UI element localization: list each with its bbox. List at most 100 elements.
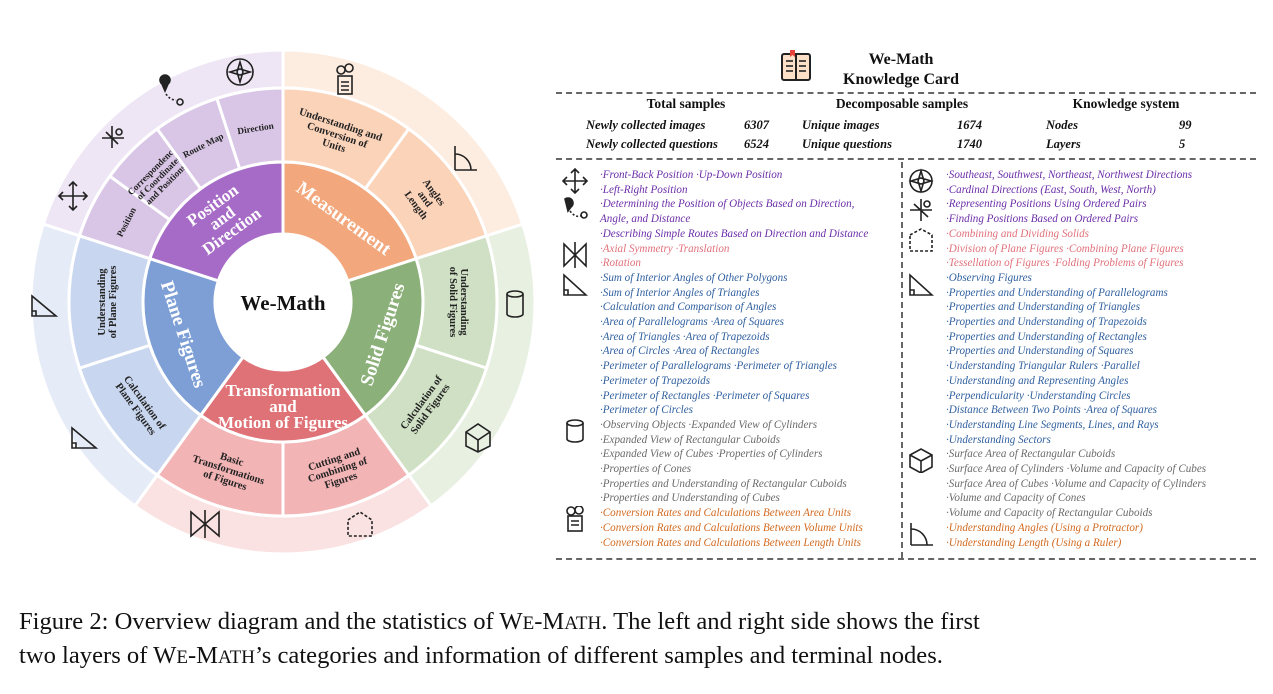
knowledge-card: We-Math Knowledge Card Total samples New… bbox=[556, 38, 1256, 568]
card-header: We-Math Knowledge Card bbox=[556, 44, 1256, 90]
total-samples-block: Total samples Newly collected images 6307… bbox=[586, 96, 786, 154]
node-group: ·Southeast, Southwest, Northeast, Northw… bbox=[908, 168, 1206, 197]
triangle-ruler-icon bbox=[909, 273, 934, 296]
stat-value: 1740 bbox=[957, 137, 982, 151]
node-item: Angle, and Distance bbox=[600, 213, 691, 226]
terminal-nodes-right: ·Southeast, Southwest, Northeast, Northw… bbox=[908, 168, 1207, 550]
stat-label: Newly collected images bbox=[586, 118, 706, 132]
node-group: ·Surface Area of Rectangular Cuboids ·Sur… bbox=[909, 447, 1207, 521]
compass-icon bbox=[226, 58, 254, 86]
stat-value: 6524 bbox=[744, 137, 769, 151]
four-arrows-icon bbox=[562, 168, 588, 194]
decomposable-samples-block: Decomposable samples Unique images 1674 U… bbox=[802, 96, 1002, 154]
node-item: ·Division of Plane Figures ·Combining Pl… bbox=[946, 242, 1184, 255]
node-item: ·Sum of Interior Angles of Other Polygon… bbox=[600, 271, 788, 284]
node-item: ·Area of Parallelograms ·Area of Squares bbox=[600, 316, 784, 329]
node-item: ·Calculation and Comparison of Angles bbox=[600, 301, 777, 314]
node-group: ·Axial Symmetry ·Translation ·Rotation bbox=[563, 241, 868, 271]
coordinate-icon bbox=[910, 199, 932, 222]
node-item: ·Axial Symmetry ·Translation bbox=[600, 242, 730, 255]
node-item: ·Properties and Understanding of Trapezo… bbox=[946, 316, 1147, 329]
subcategory-label: Understandingof Plane Figures bbox=[97, 266, 119, 339]
node-item: ·Properties of Cones bbox=[600, 463, 692, 476]
node-group: ·Determining the Position of Objects Bas… bbox=[564, 197, 868, 241]
stat-value: 6307 bbox=[744, 118, 769, 132]
node-item: ·Area of Circles ·Area of Rectangles bbox=[600, 345, 760, 358]
category-label: Transformation and Motion of Figures bbox=[218, 381, 348, 432]
node-item: ·Perimeter of Parallelograms ·Perimeter … bbox=[600, 360, 837, 373]
stat-value: 1674 bbox=[957, 118, 982, 132]
stat-row: Nodes 99 bbox=[1046, 116, 1206, 135]
book-icon bbox=[781, 50, 811, 81]
center-label: We-Math bbox=[240, 291, 325, 315]
node-item: ·Perimeter of Trapezoids bbox=[600, 374, 711, 387]
stat-value: 99 bbox=[1179, 118, 1192, 132]
terminal-nodes-left: ·Front-Back Position ·Up-Down Position ·L… bbox=[562, 168, 868, 550]
node-item: ·Perimeter of Rectangles ·Perimeter of S… bbox=[600, 389, 810, 402]
node-item: ·Volume and Capacity of Cones bbox=[946, 492, 1086, 505]
node-group: ·Combining and Dividing Solids ·Division … bbox=[909, 227, 1206, 271]
node-item: ·Left-Right Position bbox=[600, 183, 688, 196]
knowledge-system-block: Knowledge system Nodes 99 Layers 5 bbox=[1046, 96, 1206, 154]
route-pin-icon bbox=[564, 197, 588, 220]
node-item: ·Representing Positions Using Ordered Pa… bbox=[946, 198, 1147, 211]
triangle-ruler-icon bbox=[563, 273, 588, 296]
node-item: ·Understanding Length (Using a Ruler) bbox=[946, 536, 1122, 549]
symmetry-icon bbox=[190, 510, 220, 538]
node-item: ·Cardinal Directions (East, South, West,… bbox=[946, 183, 1156, 196]
node-item: ·Distance Between Two Points ·Area of Sq… bbox=[946, 404, 1157, 417]
coordinate-icon bbox=[102, 126, 124, 148]
node-item: ·Properties and Understanding of Rectang… bbox=[600, 477, 847, 490]
four-arrows-icon bbox=[57, 180, 89, 212]
stat-row: Newly collected questions 6524 bbox=[586, 135, 786, 154]
decomposable-samples-header: Decomposable samples bbox=[835, 96, 969, 111]
stat-row: Newly collected images 6307 bbox=[586, 116, 786, 135]
node-group: ·Front-Back Position ·Up-Down Position ·L… bbox=[562, 168, 868, 197]
node-group: ·Observing Figures ·Properties and Unders… bbox=[909, 271, 1206, 447]
divider-vertical bbox=[901, 162, 903, 558]
stat-label: Unique images bbox=[802, 118, 880, 132]
divider-bottom bbox=[556, 558, 1256, 560]
node-item: ·Rotation bbox=[600, 257, 641, 270]
node-group: ·Sum of Interior Angles of Other Polygon… bbox=[563, 271, 868, 418]
total-samples-header: Total samples bbox=[646, 96, 726, 111]
calculator-icon bbox=[566, 506, 584, 532]
cuboid-icon bbox=[465, 423, 491, 453]
stat-row: Unique questions 1740 bbox=[802, 135, 1002, 154]
route-pin-icon bbox=[159, 74, 184, 106]
node-item: ·Perimeter of Circles bbox=[600, 404, 693, 417]
node-item: ·Expanded View of Rectangular Cuboids bbox=[600, 433, 781, 446]
divider-middle bbox=[556, 158, 1256, 160]
symmetry-icon bbox=[563, 241, 587, 268]
cylinder-icon bbox=[566, 419, 584, 443]
node-item: ·Observing Objects ·Expanded View of Cyl… bbox=[600, 418, 818, 431]
node-item: ·Surface Area of Cylinders ·Volume and C… bbox=[946, 463, 1207, 476]
node-item: ·Area of Triangles ·Area of Trapezoids bbox=[600, 330, 770, 343]
node-item: ·Combining and Dividing Solids bbox=[946, 227, 1089, 240]
calculator-icon bbox=[336, 63, 354, 95]
node-group: ·Representing Positions Using Ordered Pa… bbox=[910, 197, 1206, 226]
node-item: ·Expanded View of Cubes ·Properties of C… bbox=[600, 448, 823, 461]
node-item: ·Conversion Rates and Calculations Betwe… bbox=[600, 507, 852, 520]
card-title: We-Math Knowledge Card bbox=[816, 50, 986, 90]
divider-top bbox=[556, 92, 1256, 94]
stat-label: Nodes bbox=[1046, 118, 1078, 132]
cut-shape-icon bbox=[909, 227, 933, 252]
node-item: ·Properties and Understanding of Rectang… bbox=[946, 330, 1147, 343]
stat-label: Newly collected questions bbox=[586, 137, 718, 151]
node-item: ·Determining the Position of Objects Bas… bbox=[600, 198, 855, 211]
cut-shape-icon bbox=[347, 511, 373, 537]
card-title-line2: Knowledge Card bbox=[843, 71, 959, 88]
triangle-ruler-icon bbox=[71, 426, 99, 449]
stat-row: Unique images 1674 bbox=[802, 116, 1002, 135]
node-item: ·Understanding Triangular Rulers ·Parall… bbox=[946, 360, 1140, 373]
node-item: ·Sum of Interior Angles of Triangles bbox=[600, 286, 760, 299]
stat-label: Unique questions bbox=[802, 137, 892, 151]
node-group: ·Understanding Angles (Using a Protracto… bbox=[910, 521, 1206, 550]
stat-label: Layers bbox=[1046, 137, 1081, 151]
node-item: ·Understanding Angles (Using a Protracto… bbox=[946, 521, 1143, 534]
protractor-icon bbox=[910, 522, 933, 546]
card-title-line1: We-Math bbox=[868, 51, 934, 68]
